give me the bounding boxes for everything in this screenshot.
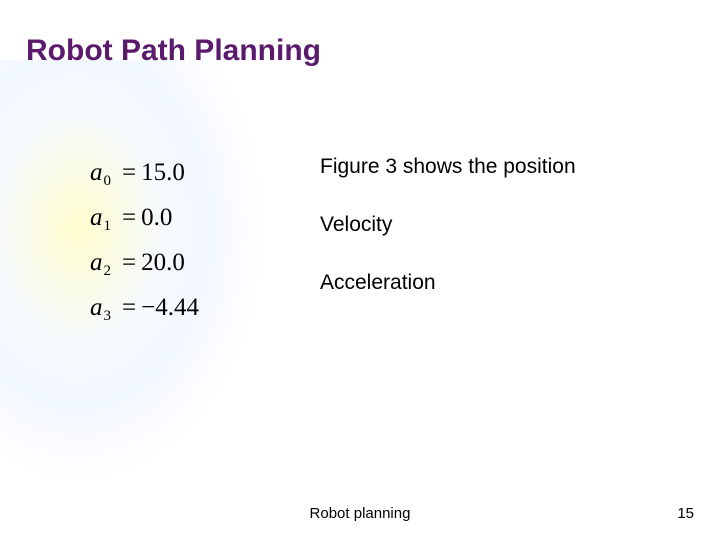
equation-var: a	[90, 205, 103, 230]
page-number: 15	[677, 505, 694, 522]
equation-equals: =	[122, 205, 136, 230]
equation-subscript: 2	[104, 264, 112, 279]
equation-subscript: 3	[104, 309, 112, 324]
equation-row: a1=0.0	[90, 205, 199, 230]
description-line: Velocity	[320, 213, 576, 237]
equation-value: 15.0	[141, 160, 185, 185]
equation-equals: =	[122, 160, 136, 185]
equation-equals: =	[122, 295, 136, 320]
equation-var: a	[90, 295, 103, 320]
description-line: Acceleration	[320, 271, 576, 295]
equations-block: a0=15.0 a1=0.0 a2=20.0 a3=−4.44	[90, 160, 199, 340]
equation-subscript: 1	[104, 219, 112, 234]
page-title: Robot Path Planning	[26, 34, 321, 68]
equation-equals: =	[122, 250, 136, 275]
description-column: Figure 3 shows the position Velocity Acc…	[320, 155, 576, 329]
equation-var: a	[90, 250, 103, 275]
equation-row: a0=15.0	[90, 160, 199, 185]
equation-row: a2=20.0	[90, 250, 199, 275]
footer-title: Robot planning	[0, 505, 720, 522]
equation-var: a	[90, 160, 103, 185]
description-line: Figure 3 shows the position	[320, 155, 576, 179]
equation-value: 20.0	[141, 250, 185, 275]
equation-subscript: 0	[104, 174, 112, 189]
equation-value: 0.0	[141, 205, 172, 230]
equation-row: a3=−4.44	[90, 295, 199, 320]
equation-value: −4.44	[141, 295, 199, 320]
